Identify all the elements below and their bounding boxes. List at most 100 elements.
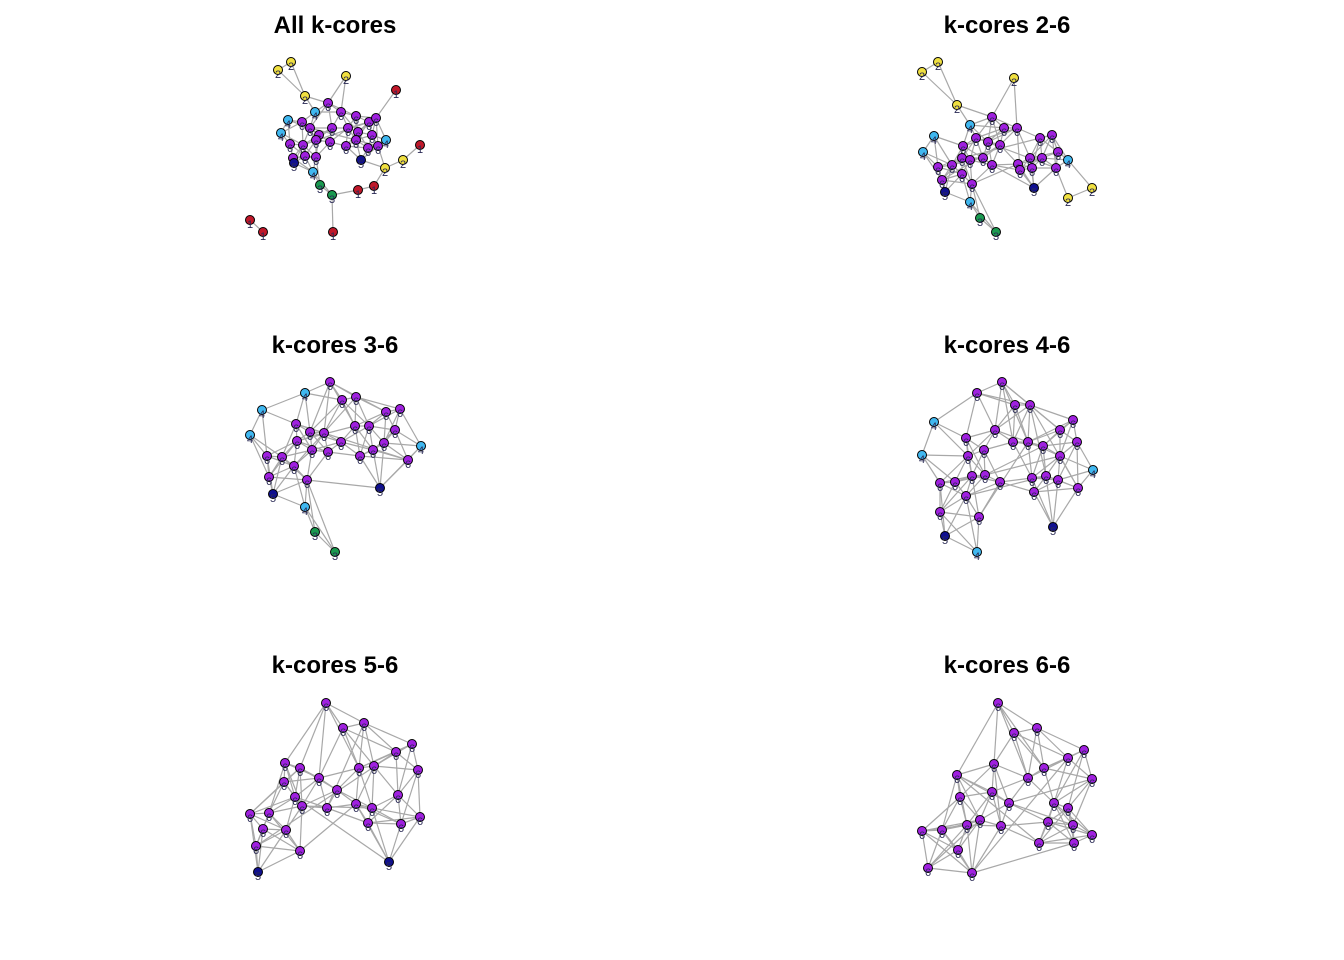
node-core-label: 6 <box>937 511 943 523</box>
network-edge <box>1001 381 1014 443</box>
network-edge <box>363 722 375 767</box>
network-edge <box>979 802 1010 821</box>
network-edge <box>993 763 1029 779</box>
network-edge <box>927 849 959 869</box>
network-node-core-2 <box>952 100 962 110</box>
node-core-label: 4 <box>302 506 308 518</box>
network-edge <box>268 805 303 814</box>
network-edge <box>326 807 369 824</box>
node-core-label: 6 <box>247 813 253 825</box>
node-core-label: 6 <box>253 845 259 857</box>
network-edge <box>306 449 313 481</box>
network-edge <box>1067 749 1085 809</box>
panel-title-kcores-5-6: k-cores 5-6 <box>271 652 399 679</box>
node-core-label: 6 <box>1037 137 1043 149</box>
node-core-label: 6 <box>1036 842 1042 854</box>
node-core-label: 6 <box>266 812 272 824</box>
network-node-core-6 <box>1047 130 1057 140</box>
node-core-label: 6 <box>325 451 331 463</box>
node-core-label: 1 <box>393 89 399 101</box>
network-node-core-5 <box>289 158 299 168</box>
network-edge <box>306 451 329 481</box>
network-node-core-6 <box>403 455 413 465</box>
network-edge <box>301 777 320 807</box>
node-core-label: 6 <box>957 796 963 808</box>
network-node-core-6 <box>962 820 972 830</box>
network-node-core-6 <box>367 803 377 813</box>
network-edge <box>272 493 306 508</box>
network-edge <box>294 777 320 798</box>
network-node-core-6 <box>351 392 361 402</box>
network-node-core-4 <box>283 115 293 125</box>
network-edge <box>309 399 343 433</box>
network-edge <box>965 481 1001 497</box>
network-edge <box>944 516 980 537</box>
node-core-label: 6 <box>365 822 371 834</box>
network-edge <box>294 796 390 863</box>
node-core-label: 6 <box>981 449 987 461</box>
network-node-core-6 <box>975 815 985 825</box>
node-core-label: 4 <box>247 434 253 446</box>
network-edge <box>1013 77 1018 129</box>
network-edge <box>327 451 361 457</box>
node-core-label: 6 <box>1027 157 1033 169</box>
network-edge <box>249 781 285 815</box>
network-edge <box>983 449 1001 483</box>
node-core-label: 6 <box>969 872 975 884</box>
network-node-core-6 <box>996 821 1006 831</box>
network-edge <box>261 392 306 411</box>
network-edge <box>249 796 296 815</box>
network-edge <box>309 127 357 141</box>
node-core-label: 6 <box>327 141 333 153</box>
network-edge <box>965 392 978 439</box>
network-edge <box>957 819 981 851</box>
network-edge <box>1013 732 1029 779</box>
network-node-core-6 <box>322 803 332 813</box>
network-node-core-6 <box>987 160 997 170</box>
node-core-label: 4 <box>418 445 424 457</box>
network-node-core-4 <box>257 405 267 415</box>
network-edge <box>927 819 981 869</box>
network-edge <box>1059 455 1079 489</box>
network-node-core-6 <box>251 841 261 851</box>
network-node-core-6 <box>958 141 968 151</box>
network-edge <box>933 135 964 147</box>
network-edge <box>1083 749 1093 780</box>
network-node-core-6 <box>933 162 943 172</box>
node-core-label: 6 <box>302 155 308 167</box>
node-core-label: 2 <box>1011 77 1017 89</box>
network-node-core-5 <box>253 867 263 877</box>
network-edge <box>323 381 331 434</box>
node-core-label: 6 <box>967 159 973 171</box>
network-node-core-6 <box>1012 123 1022 133</box>
network-edge <box>400 769 419 825</box>
network-edge <box>997 702 1015 734</box>
network-node-core-5 <box>375 483 385 493</box>
network-edge <box>394 429 409 461</box>
network-node-core-6 <box>262 451 272 461</box>
network-edge <box>295 423 409 461</box>
network-panel-2: 2222444666666666646666666666666665522433 <box>917 57 1097 243</box>
network-node-core-6 <box>972 388 982 398</box>
network-edge <box>293 465 306 508</box>
network-node-core-4 <box>300 388 310 398</box>
node-core-label: 3 <box>329 194 335 206</box>
network-node-core-6 <box>368 445 378 455</box>
node-core-label: 2 <box>1065 197 1071 209</box>
network-node-core-5 <box>384 857 394 867</box>
network-edge <box>965 495 978 553</box>
node-core-label: 6 <box>395 794 401 806</box>
node-core-label: 6 <box>316 777 322 789</box>
network-edge <box>1016 127 1031 159</box>
network-node-core-6 <box>407 739 417 749</box>
network-edge <box>944 535 978 553</box>
node-core-label: 6 <box>339 399 345 411</box>
network-edge <box>283 777 320 783</box>
network-node-core-6 <box>307 445 317 455</box>
node-core-label: 6 <box>338 111 344 123</box>
network-node-core-6 <box>1068 415 1078 425</box>
network-node-core-6 <box>987 112 997 122</box>
node-core-label: 6 <box>937 482 943 494</box>
network-node-core-6 <box>264 808 274 818</box>
